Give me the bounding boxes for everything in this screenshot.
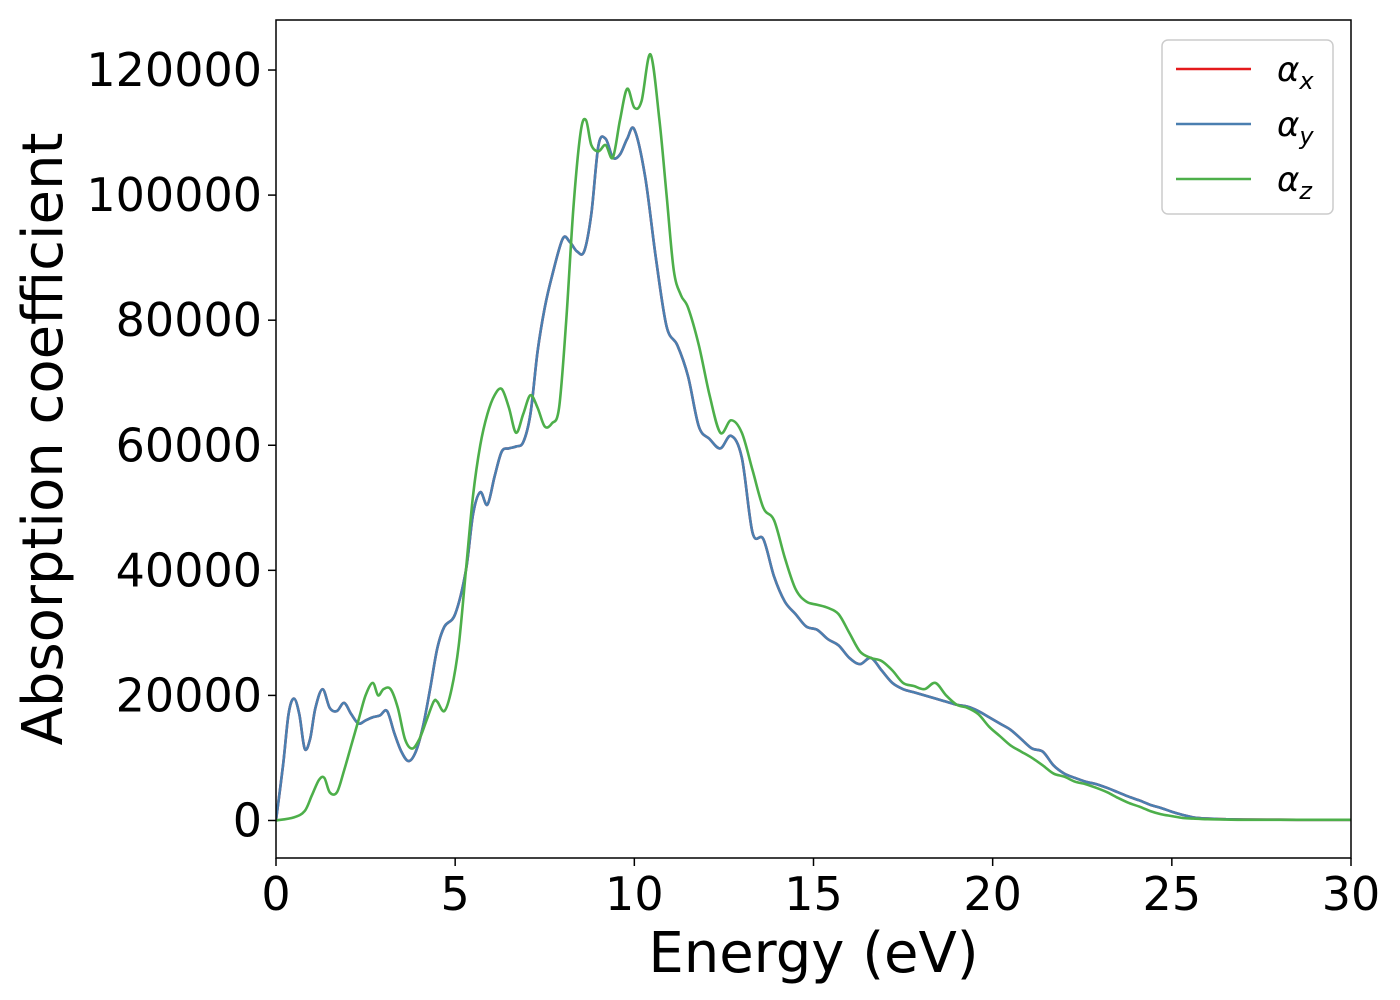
x-tick-label: 5 bbox=[441, 867, 470, 921]
legend-label-z: αz bbox=[1277, 160, 1313, 205]
legend-box bbox=[1161, 39, 1334, 215]
legend-label-y: αy bbox=[1277, 105, 1314, 150]
series-line-x bbox=[276, 126, 1351, 822]
legend: αx αy αz bbox=[1161, 39, 1334, 215]
x-tick-label: 15 bbox=[784, 867, 843, 921]
series-line-y bbox=[276, 126, 1351, 822]
y-axis-label: Absorption coefficient bbox=[11, 133, 76, 746]
y-tick-label: 40000 bbox=[116, 543, 262, 597]
y-tick-label: 120000 bbox=[86, 43, 262, 97]
x-tick-label: 20 bbox=[963, 867, 1022, 921]
x-tick-label: 10 bbox=[605, 867, 664, 921]
x-tick-label: 0 bbox=[261, 867, 290, 921]
x-tick-label: 30 bbox=[1322, 867, 1381, 921]
legend-label-x: αx bbox=[1277, 50, 1314, 95]
series-layer bbox=[276, 53, 1351, 822]
x-axis-label: Energy (eV) bbox=[648, 921, 978, 986]
y-tick-label: 60000 bbox=[116, 418, 262, 472]
x-tick-label: 25 bbox=[1143, 867, 1202, 921]
ticks-layer: 0 5 10 15 20 25 30 0 20000 40000 60000 80000 100000 1… bbox=[86, 43, 1380, 921]
y-tick-label: 80000 bbox=[116, 293, 262, 347]
y-tick-label: 20000 bbox=[116, 668, 262, 722]
y-tick-label: 100000 bbox=[86, 168, 262, 222]
y-tick-label: 0 bbox=[233, 793, 262, 847]
series-line-z bbox=[276, 53, 1351, 822]
